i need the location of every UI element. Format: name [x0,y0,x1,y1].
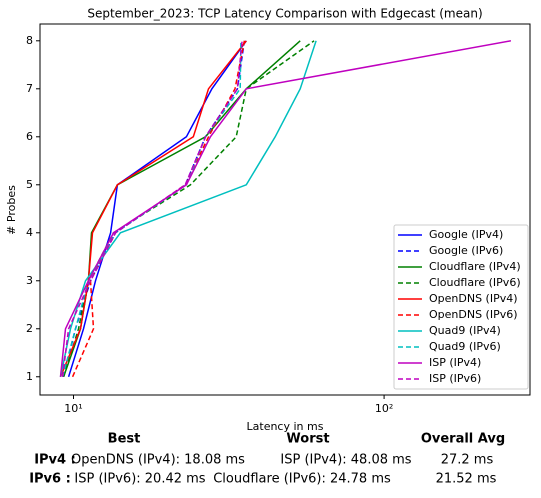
summary-row-label: IPv6 : [29,472,71,487]
x-axis-label: Latency in ms [247,420,324,433]
series-line [59,40,317,377]
legend-label: Google (IPv6) [429,244,503,257]
legend-label: Google (IPv4) [429,228,503,241]
legend-label: OpenDNS (IPv4) [429,292,518,305]
series-line [61,40,243,377]
y-tick-label: 1 [26,370,33,383]
series-line [59,40,512,377]
summary-header: Best [108,432,141,447]
legend-label: OpenDNS (IPv6) [429,308,518,321]
chart-title: September_2023: TCP Latency Comparison w… [87,7,482,21]
series-line [67,40,247,378]
legend-label: Cloudflare (IPv6) [429,276,521,289]
series-line [61,40,242,377]
y-tick-label: 3 [26,274,33,287]
y-tick-label: 5 [26,178,33,191]
y-tick-label: 4 [26,226,33,239]
y-axis-label: # Probes [5,185,18,235]
x-tick-label: 10¹ [64,402,82,415]
y-tick-label: 7 [26,82,33,95]
summary-row-label: IPv4 : [34,453,76,468]
legend-label: ISP (IPv4) [429,356,481,369]
summary-header: Overall Avg [421,432,505,447]
series-line [71,40,246,378]
legend-label: Quad9 (IPv6) [429,340,501,353]
summary-cell: Cloudflare (IPv6): 24.78 ms [213,472,391,487]
legend-label: ISP (IPv6) [429,372,481,385]
y-tick-label: 8 [26,34,33,47]
summary-cell: OpenDNS (IPv4): 18.08 ms [71,453,245,468]
x-tick-label: 10² [375,402,393,415]
summary-cell: ISP (IPv6): 20.42 ms [74,472,205,487]
summary-header: Worst [286,432,329,447]
y-tick-label: 6 [26,130,33,143]
legend-label: Cloudflare (IPv4) [429,260,521,273]
legend-box [393,224,529,390]
series-line [62,40,315,378]
summary-cell: ISP (IPv4): 48.08 ms [280,453,411,468]
y-tick-label: 2 [26,322,33,335]
series-line [59,40,247,378]
legend-label: Quad9 (IPv4) [429,324,501,337]
plot-area [39,23,531,396]
series-line [62,40,246,377]
summary-cell: 27.2 ms [441,453,494,468]
summary-cell: 21.52 ms [436,472,497,487]
